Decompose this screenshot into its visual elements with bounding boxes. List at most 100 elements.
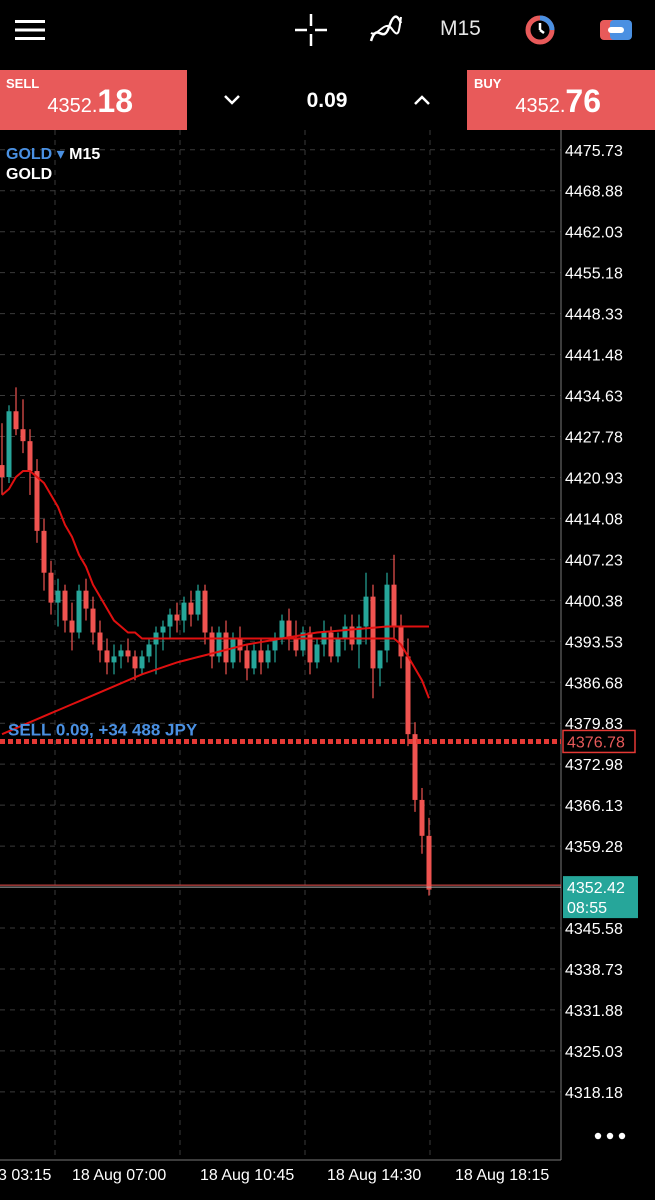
y-tick-label: 4393.53 bbox=[565, 634, 623, 651]
candle-body bbox=[230, 638, 236, 663]
candle-body bbox=[356, 626, 362, 645]
symbol-header[interactable]: GOLD ▾ M15 bbox=[6, 146, 101, 163]
candle-body bbox=[62, 590, 68, 621]
timeframe-button[interactable]: M15 bbox=[440, 17, 481, 40]
candle-body bbox=[83, 590, 89, 609]
candle-body bbox=[202, 590, 208, 633]
candle-body bbox=[0, 465, 5, 478]
countdown-label: 08:55 bbox=[567, 900, 607, 917]
candle-body bbox=[34, 471, 40, 531]
sell-price: 4352.18 bbox=[47, 83, 133, 119]
y-tick-label: 4338.73 bbox=[565, 962, 623, 979]
candle-body bbox=[265, 650, 271, 663]
candle-body bbox=[384, 584, 390, 651]
y-tick-label: 4420.93 bbox=[565, 470, 623, 487]
volume-increase-button[interactable] bbox=[407, 86, 437, 114]
candle-body bbox=[174, 614, 180, 621]
x-tick-label: 18 Aug 07:00 bbox=[72, 1167, 166, 1184]
y-tick-label: 4345.58 bbox=[565, 921, 623, 938]
candle-body bbox=[195, 590, 201, 615]
y-tick-label: 4318.18 bbox=[565, 1085, 623, 1102]
position-price-tag bbox=[562, 729, 636, 754]
chevron-down-icon bbox=[224, 95, 240, 105]
candle-body bbox=[104, 650, 110, 663]
candle-body bbox=[76, 590, 82, 633]
volume-decrease-button[interactable] bbox=[217, 86, 247, 114]
x-tick-label: 18 Aug 10:45 bbox=[200, 1167, 294, 1184]
chart-area[interactable]: 4475.73 4468.88 4462.03 4455.18 4448.33 4441.… bbox=[0, 130, 655, 1200]
position-label: SELL 0.09, +34 488 JPY bbox=[8, 720, 198, 739]
candle-body bbox=[139, 656, 145, 669]
candle-body bbox=[111, 656, 117, 663]
candle-body bbox=[258, 650, 264, 663]
candle-body bbox=[314, 644, 320, 663]
candle-body bbox=[363, 596, 369, 627]
candle-body bbox=[181, 602, 187, 621]
symbol-description: GOLD bbox=[6, 166, 53, 183]
candle-body bbox=[216, 632, 222, 657]
more-options-icon[interactable] bbox=[590, 1126, 630, 1146]
buy-label: BUY bbox=[474, 76, 502, 91]
candle-body bbox=[426, 835, 432, 890]
candle-body bbox=[293, 638, 299, 651]
candle-body bbox=[97, 632, 103, 651]
candle-body bbox=[405, 656, 411, 735]
quote-bar: SELL 4352.18 0.09 BUY 4352.76 bbox=[0, 70, 655, 130]
candle-body bbox=[342, 626, 348, 639]
candle-body bbox=[188, 602, 194, 615]
y-tick-label: 4386.68 bbox=[565, 675, 623, 692]
y-tick-label: 4372.98 bbox=[565, 757, 623, 774]
candle-body bbox=[272, 638, 278, 651]
x-tick-label: 3 03:15 bbox=[0, 1167, 51, 1184]
ma-fast-line bbox=[1, 470, 430, 699]
y-tick-label: 4427.78 bbox=[565, 429, 623, 446]
candle-body bbox=[251, 650, 257, 669]
candle-body bbox=[335, 638, 341, 657]
candle-body bbox=[209, 632, 215, 657]
volume-control: 0.09 bbox=[187, 70, 467, 130]
candle-body bbox=[118, 650, 124, 657]
candle-body bbox=[125, 650, 131, 657]
candle-body bbox=[307, 632, 313, 663]
y-tick-label: 4359.28 bbox=[565, 839, 623, 856]
candle-body bbox=[286, 620, 292, 639]
crosshair-icon[interactable] bbox=[292, 10, 330, 50]
indicators-icon[interactable] bbox=[366, 10, 406, 50]
candle-body bbox=[328, 632, 334, 657]
candle-body bbox=[41, 530, 47, 573]
candle-body bbox=[370, 596, 376, 669]
trade-icon[interactable] bbox=[596, 10, 636, 50]
candle-body bbox=[48, 572, 54, 603]
buy-button[interactable]: BUY 4352.76 bbox=[467, 70, 655, 130]
y-tick-label: 4448.33 bbox=[565, 307, 623, 324]
y-tick-label: 4462.03 bbox=[565, 225, 623, 242]
current-price-tag bbox=[563, 876, 638, 919]
candle-body bbox=[55, 590, 61, 603]
candle-body bbox=[132, 656, 138, 669]
candle-body bbox=[412, 734, 418, 800]
candle-body bbox=[391, 584, 397, 627]
y-tick-label: 4414.08 bbox=[565, 511, 623, 528]
candle-body bbox=[13, 411, 19, 430]
x-tick-label: 18 Aug 14:30 bbox=[327, 1167, 421, 1184]
hamburger-icon[interactable] bbox=[14, 10, 46, 50]
candle-body bbox=[279, 620, 285, 639]
candle-body bbox=[90, 608, 96, 633]
volume-value[interactable]: 0.09 bbox=[306, 89, 348, 112]
y-tick-label: 4468.88 bbox=[565, 184, 623, 201]
sell-button[interactable]: SELL 4352.18 bbox=[0, 70, 187, 130]
x-tick-label: 18 Aug 18:15 bbox=[455, 1167, 549, 1184]
y-tick-label: 4455.18 bbox=[565, 266, 623, 283]
candle-body bbox=[237, 638, 243, 651]
price-chart[interactable]: 4475.73 4468.88 4462.03 4455.18 4448.33 4441.… bbox=[0, 130, 655, 1200]
candle-body bbox=[300, 632, 306, 651]
sell-label: SELL bbox=[6, 76, 40, 91]
chevron-up-icon bbox=[414, 95, 430, 105]
timer-icon[interactable] bbox=[522, 10, 558, 50]
candle-body bbox=[349, 626, 355, 645]
y-tick-label: 4434.63 bbox=[565, 389, 623, 406]
candle-body bbox=[6, 411, 12, 478]
y-tick-label: 4400.38 bbox=[565, 593, 623, 610]
candle-body bbox=[27, 441, 33, 472]
y-tick-label: 4475.73 bbox=[565, 143, 623, 160]
